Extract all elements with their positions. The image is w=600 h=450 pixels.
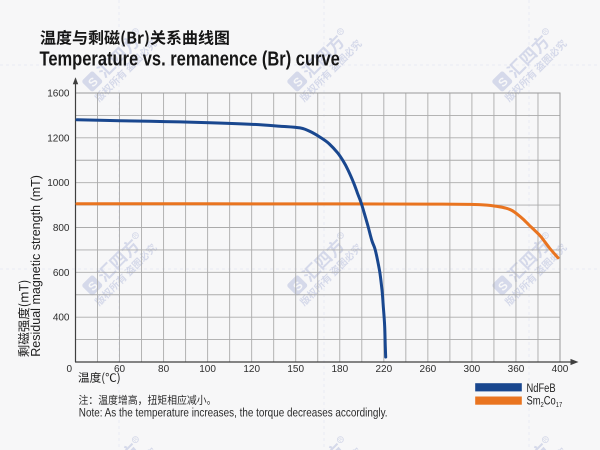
svg-text:220: 220 (375, 364, 392, 375)
svg-text:120: 120 (243, 364, 260, 375)
svg-text:800: 800 (53, 223, 70, 234)
svg-text:260: 260 (420, 364, 437, 375)
svg-text:1600: 1600 (47, 89, 70, 100)
svg-text:NdFeB: NdFeB (527, 382, 556, 395)
svg-text:Sm2Co17: Sm2Co17 (527, 394, 563, 409)
svg-text:60: 60 (114, 364, 126, 375)
svg-text:180: 180 (331, 364, 348, 375)
svg-text:1200: 1200 (47, 133, 70, 144)
svg-text:Temperature vs. remanence (Br): Temperature vs. remanence (Br) curve (40, 47, 340, 70)
svg-text:360: 360 (508, 364, 525, 375)
svg-text:150: 150 (287, 364, 304, 375)
svg-text:400: 400 (552, 364, 569, 375)
svg-text:300: 300 (464, 364, 481, 375)
svg-text:80: 80 (158, 364, 170, 375)
svg-text:0: 0 (66, 364, 72, 375)
svg-text:600: 600 (53, 268, 70, 279)
svg-text:400: 400 (53, 313, 70, 324)
svg-text:1000: 1000 (47, 178, 70, 189)
svg-text:100: 100 (199, 364, 216, 375)
svg-text:Note: As the temperature incre: Note: As the temperature increases, the … (79, 407, 388, 420)
svg-text:Residual magnetic strength (mT: Residual magnetic strength (mT) (29, 175, 43, 357)
